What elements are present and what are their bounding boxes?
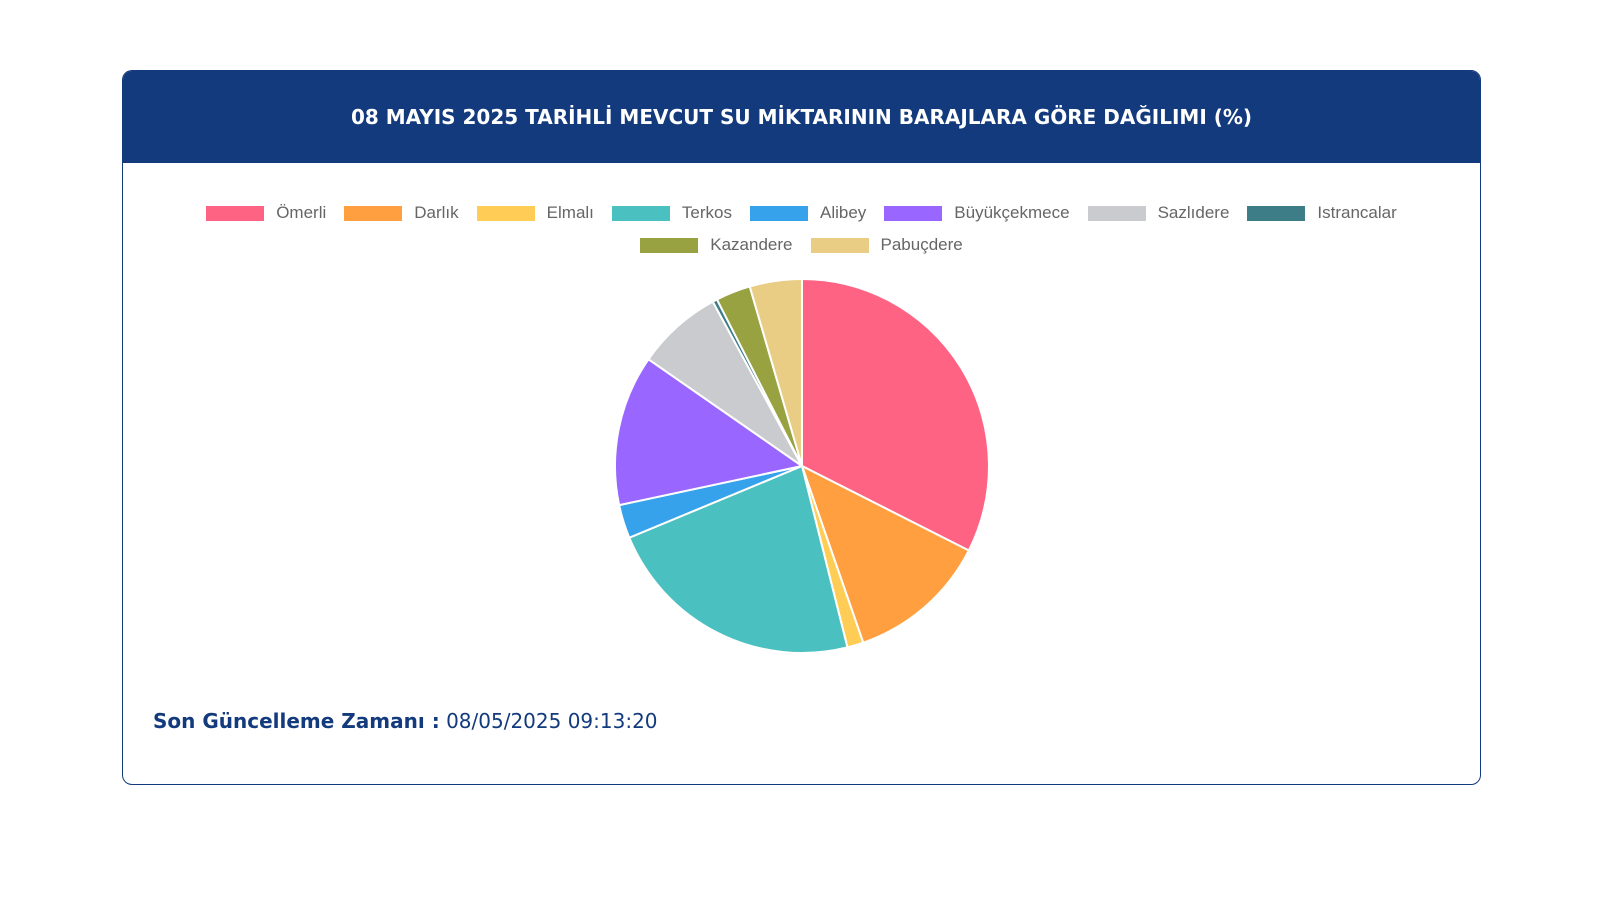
- legend-label: Pabuçdere: [880, 235, 963, 254]
- chart-card: 08 MAYIS 2025 TARİHLİ MEVCUT SU MİKTARIN…: [122, 70, 1481, 785]
- legend-swatch: [640, 237, 699, 253]
- legend-item[interactable]: Darlık: [344, 203, 459, 223]
- pie-slice[interactable]: [627, 464, 849, 654]
- legend-label: Elmalı: [546, 203, 594, 222]
- legend-swatch: [206, 205, 265, 221]
- pie-chart: [614, 277, 990, 654]
- legend-item[interactable]: Elmalı: [476, 203, 594, 223]
- chart-title: 08 MAYIS 2025 TARİHLİ MEVCUT SU MİKTARIN…: [123, 71, 1480, 163]
- legend-swatch: [344, 205, 403, 221]
- update-time: 08/05/2025 09:13:20: [446, 709, 658, 733]
- legend-swatch: [884, 205, 943, 221]
- legend-label: Alibey: [819, 203, 867, 222]
- legend-item[interactable]: Kazandere: [640, 235, 793, 255]
- legend-swatch: [476, 205, 535, 221]
- legend-label: Ömerli: [276, 203, 327, 222]
- legend-item[interactable]: Ömerli: [206, 203, 326, 223]
- pie-slice[interactable]: [800, 463, 971, 644]
- legend-item[interactable]: Pabuçdere: [810, 235, 963, 255]
- legend-label: Darlık: [414, 203, 459, 222]
- legend-swatch: [1087, 205, 1146, 221]
- legend-label: Terkos: [681, 203, 732, 222]
- update-label: Son Güncelleme Zamanı :: [153, 709, 440, 733]
- pie-slice[interactable]: [748, 277, 803, 467]
- legend-label: Sazlıdere: [1157, 203, 1230, 222]
- legend-item[interactable]: Büyükçekmece: [884, 203, 1070, 223]
- legend-item[interactable]: Istrancalar: [1247, 203, 1397, 223]
- legend-item[interactable]: Sazlıdere: [1087, 203, 1230, 223]
- pie-slice[interactable]: [614, 357, 805, 507]
- legend-swatch: [810, 237, 869, 253]
- legend-item[interactable]: Alibey: [749, 203, 867, 223]
- legend-label: Büyükçekmece: [954, 203, 1070, 222]
- update-info: Son Güncelleme Zamanı : 08/05/2025 09:13…: [153, 709, 658, 733]
- legend-swatch: [749, 205, 808, 221]
- legend-label: Istrancalar: [1317, 203, 1397, 222]
- legend-swatch: [611, 205, 670, 221]
- legend: Ömerli Darlık Elmalı Terkos Alibey Büyükçekme…: [163, 203, 1440, 255]
- legend-swatch: [1247, 205, 1306, 221]
- legend-item[interactable]: Terkos: [611, 203, 732, 223]
- legend-label: Kazandere: [710, 235, 793, 254]
- pie-slice[interactable]: [801, 277, 990, 552]
